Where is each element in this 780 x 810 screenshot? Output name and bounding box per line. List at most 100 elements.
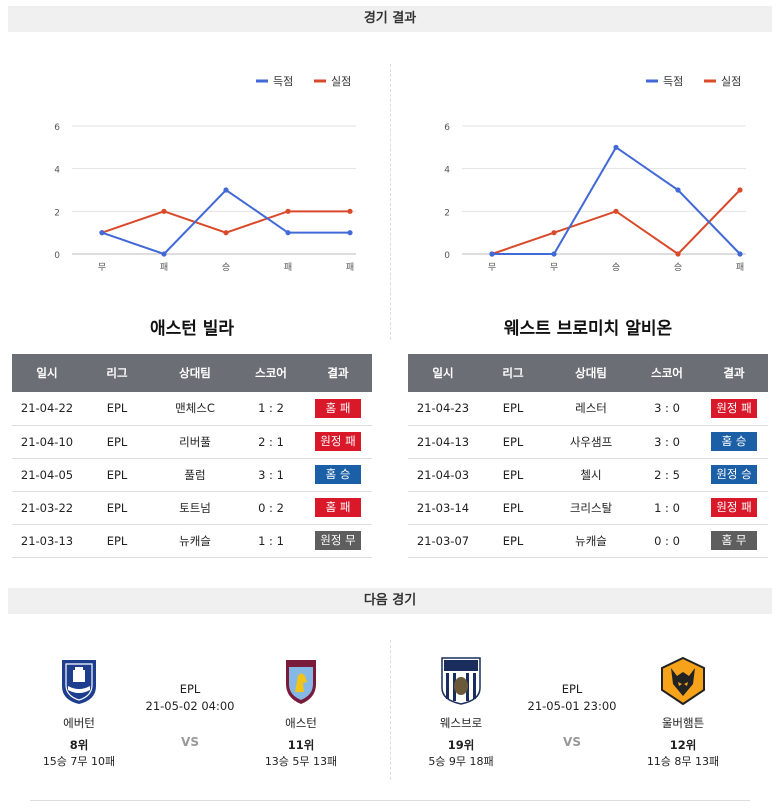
next-match-2-away[interactable]: 울버햄튼 12위 11승 8무 13패 bbox=[628, 656, 738, 769]
bottom-divider bbox=[30, 800, 750, 801]
chart-team-2-svg: 득점 실점 0 2 4 6 무 무 승 승 패 bbox=[444, 75, 746, 273]
cell-opponent: 뉴캐슬 bbox=[152, 524, 238, 558]
col-date: 일시 bbox=[408, 354, 478, 392]
team-name: 울버햄튼 bbox=[661, 716, 705, 730]
cell-opponent: 맨체스C bbox=[152, 392, 238, 426]
aston-villa-crest-icon bbox=[286, 660, 316, 704]
team-rank: 12위 bbox=[669, 738, 697, 752]
legend-item-conceded[interactable]: 실점 bbox=[704, 75, 741, 88]
cell-result: 원정 패 bbox=[304, 425, 372, 459]
next-match-2-home[interactable]: 웨스브로 19위 5승 9무 18패 bbox=[406, 656, 516, 769]
match-league: EPL bbox=[561, 682, 583, 696]
data-point-conceded[interactable] bbox=[613, 208, 619, 214]
data-point-scored[interactable] bbox=[99, 230, 105, 236]
data-point-conceded[interactable] bbox=[551, 230, 557, 236]
west-brom-crest-icon bbox=[441, 657, 481, 705]
result-badge: 홈 무 bbox=[711, 531, 757, 550]
next-section-header: 다음 경기 bbox=[8, 588, 772, 614]
y-tick-label: 6 bbox=[54, 123, 60, 133]
col-result: 결과 bbox=[700, 354, 768, 392]
series-line-conceded bbox=[101, 210, 350, 234]
data-point-conceded[interactable] bbox=[737, 187, 743, 193]
data-point-conceded[interactable] bbox=[347, 208, 353, 214]
table-row: 21-03-13 EPL 뉴캐슬 1 : 1 원정 무 bbox=[12, 524, 372, 558]
cell-date: 21-04-22 bbox=[12, 392, 82, 426]
data-point-conceded[interactable] bbox=[675, 251, 681, 257]
table-header-row: 일시 리그 상대팀 스코어 결과 bbox=[12, 354, 372, 392]
result-badge: 원정 무 bbox=[315, 531, 361, 550]
team-record: 15승 7무 10패 bbox=[42, 755, 116, 768]
result-badge: 원정 패 bbox=[315, 432, 361, 451]
table-row: 21-04-03 EPL 첼시 2 : 5 원정 승 bbox=[408, 458, 768, 492]
table-row: 21-03-22 EPL 토트넘 0 : 2 홈 패 bbox=[12, 491, 372, 525]
team-record: 11승 8무 13패 bbox=[646, 755, 720, 768]
results-section-header: 경기 결과 bbox=[8, 6, 772, 32]
team-record: 5승 9무 18패 bbox=[428, 755, 494, 768]
next-match-1-home[interactable]: 에버턴 8위 15승 7무 10패 bbox=[24, 656, 134, 769]
data-point-conceded[interactable] bbox=[161, 208, 167, 214]
next-match-1-away[interactable]: 애스턴 11위 13승 5무 13패 bbox=[246, 656, 356, 769]
x-tick-label: 패 bbox=[346, 262, 354, 273]
cell-result: 원정 패 bbox=[700, 491, 768, 525]
col-league: 리그 bbox=[478, 354, 548, 392]
legend-item-scored[interactable]: 득점 bbox=[646, 75, 683, 88]
team-rank: 11위 bbox=[287, 738, 315, 752]
data-point-conceded[interactable] bbox=[223, 230, 229, 236]
team-rank: 19위 bbox=[447, 738, 475, 752]
x-tick-label: 패 bbox=[160, 262, 168, 273]
result-badge: 원정 승 bbox=[711, 465, 757, 484]
team-title-1: 애스턴 빌라 bbox=[149, 319, 235, 339]
col-league: 리그 bbox=[82, 354, 152, 392]
data-point-scored[interactable] bbox=[737, 251, 743, 257]
cell-date: 21-03-13 bbox=[12, 524, 82, 558]
cell-date: 21-03-14 bbox=[408, 491, 478, 525]
cell-result: 원정 승 bbox=[700, 458, 768, 492]
data-point-scored[interactable] bbox=[223, 187, 229, 193]
series-line-scored bbox=[492, 145, 741, 255]
cell-opponent: 크리스탈 bbox=[548, 491, 634, 525]
data-point-scored[interactable] bbox=[285, 230, 291, 236]
data-point-scored[interactable] bbox=[551, 251, 557, 257]
next-divider bbox=[390, 640, 391, 780]
y-tick-label: 2 bbox=[444, 208, 450, 218]
cell-score: 3 : 1 bbox=[238, 458, 304, 492]
x-tick-label: 승 bbox=[674, 262, 682, 273]
cell-date: 21-04-03 bbox=[408, 458, 478, 492]
table-row: 21-04-10 EPL 리버풀 2 : 1 원정 패 bbox=[12, 425, 372, 459]
series-line-scored bbox=[101, 188, 350, 256]
table-header-row: 일시 리그 상대팀 스코어 결과 bbox=[408, 354, 768, 392]
cell-date: 21-03-22 bbox=[12, 491, 82, 525]
team-record: 13승 5무 13패 bbox=[264, 755, 338, 768]
cell-score: 0 : 0 bbox=[634, 524, 700, 558]
col-date: 일시 bbox=[12, 354, 82, 392]
data-point-scored[interactable] bbox=[347, 230, 353, 236]
data-point-scored[interactable] bbox=[489, 251, 495, 257]
chart-team-2: 득점 실점 0 2 4 6 무 무 승 승 패 bbox=[400, 56, 780, 286]
cell-score: 2 : 5 bbox=[634, 458, 700, 492]
x-tick-label: 패 bbox=[736, 262, 744, 273]
cell-score: 3 : 0 bbox=[634, 425, 700, 459]
data-point-scored[interactable] bbox=[161, 251, 167, 257]
team-name: 에버턴 bbox=[63, 716, 95, 730]
cell-result: 홈 승 bbox=[304, 458, 372, 492]
everton-crest-icon bbox=[62, 660, 96, 704]
data-point-conceded[interactable] bbox=[285, 208, 291, 214]
legend-item-scored[interactable]: 득점 bbox=[256, 75, 293, 88]
cell-league: EPL bbox=[82, 458, 152, 492]
data-point-scored[interactable] bbox=[613, 144, 619, 150]
legend-item-conceded[interactable]: 실점 bbox=[314, 75, 351, 88]
data-point-scored[interactable] bbox=[675, 187, 681, 193]
cell-opponent: 레스터 bbox=[548, 392, 634, 426]
cell-result: 홈 무 bbox=[700, 524, 768, 558]
table-row: 21-04-13 EPL 사우샘프 3 : 0 홈 승 bbox=[408, 425, 768, 459]
col-score: 스코어 bbox=[634, 354, 700, 392]
table-row: 21-03-07 EPL 뉴캐슬 0 : 0 홈 무 bbox=[408, 524, 768, 558]
cell-league: EPL bbox=[82, 392, 152, 426]
cell-league: EPL bbox=[478, 458, 548, 492]
results-table-2: 일시 리그 상대팀 스코어 결과 21-04-23 EPL 레스터 3 : 0 원정 패… bbox=[408, 354, 768, 558]
x-tick-label: 승 bbox=[612, 262, 620, 273]
result-badge: 홈 패 bbox=[315, 398, 361, 418]
x-tick-label: 패 bbox=[284, 262, 292, 273]
cell-opponent: 리버풀 bbox=[152, 425, 238, 459]
cell-opponent: 첼시 bbox=[548, 458, 634, 492]
